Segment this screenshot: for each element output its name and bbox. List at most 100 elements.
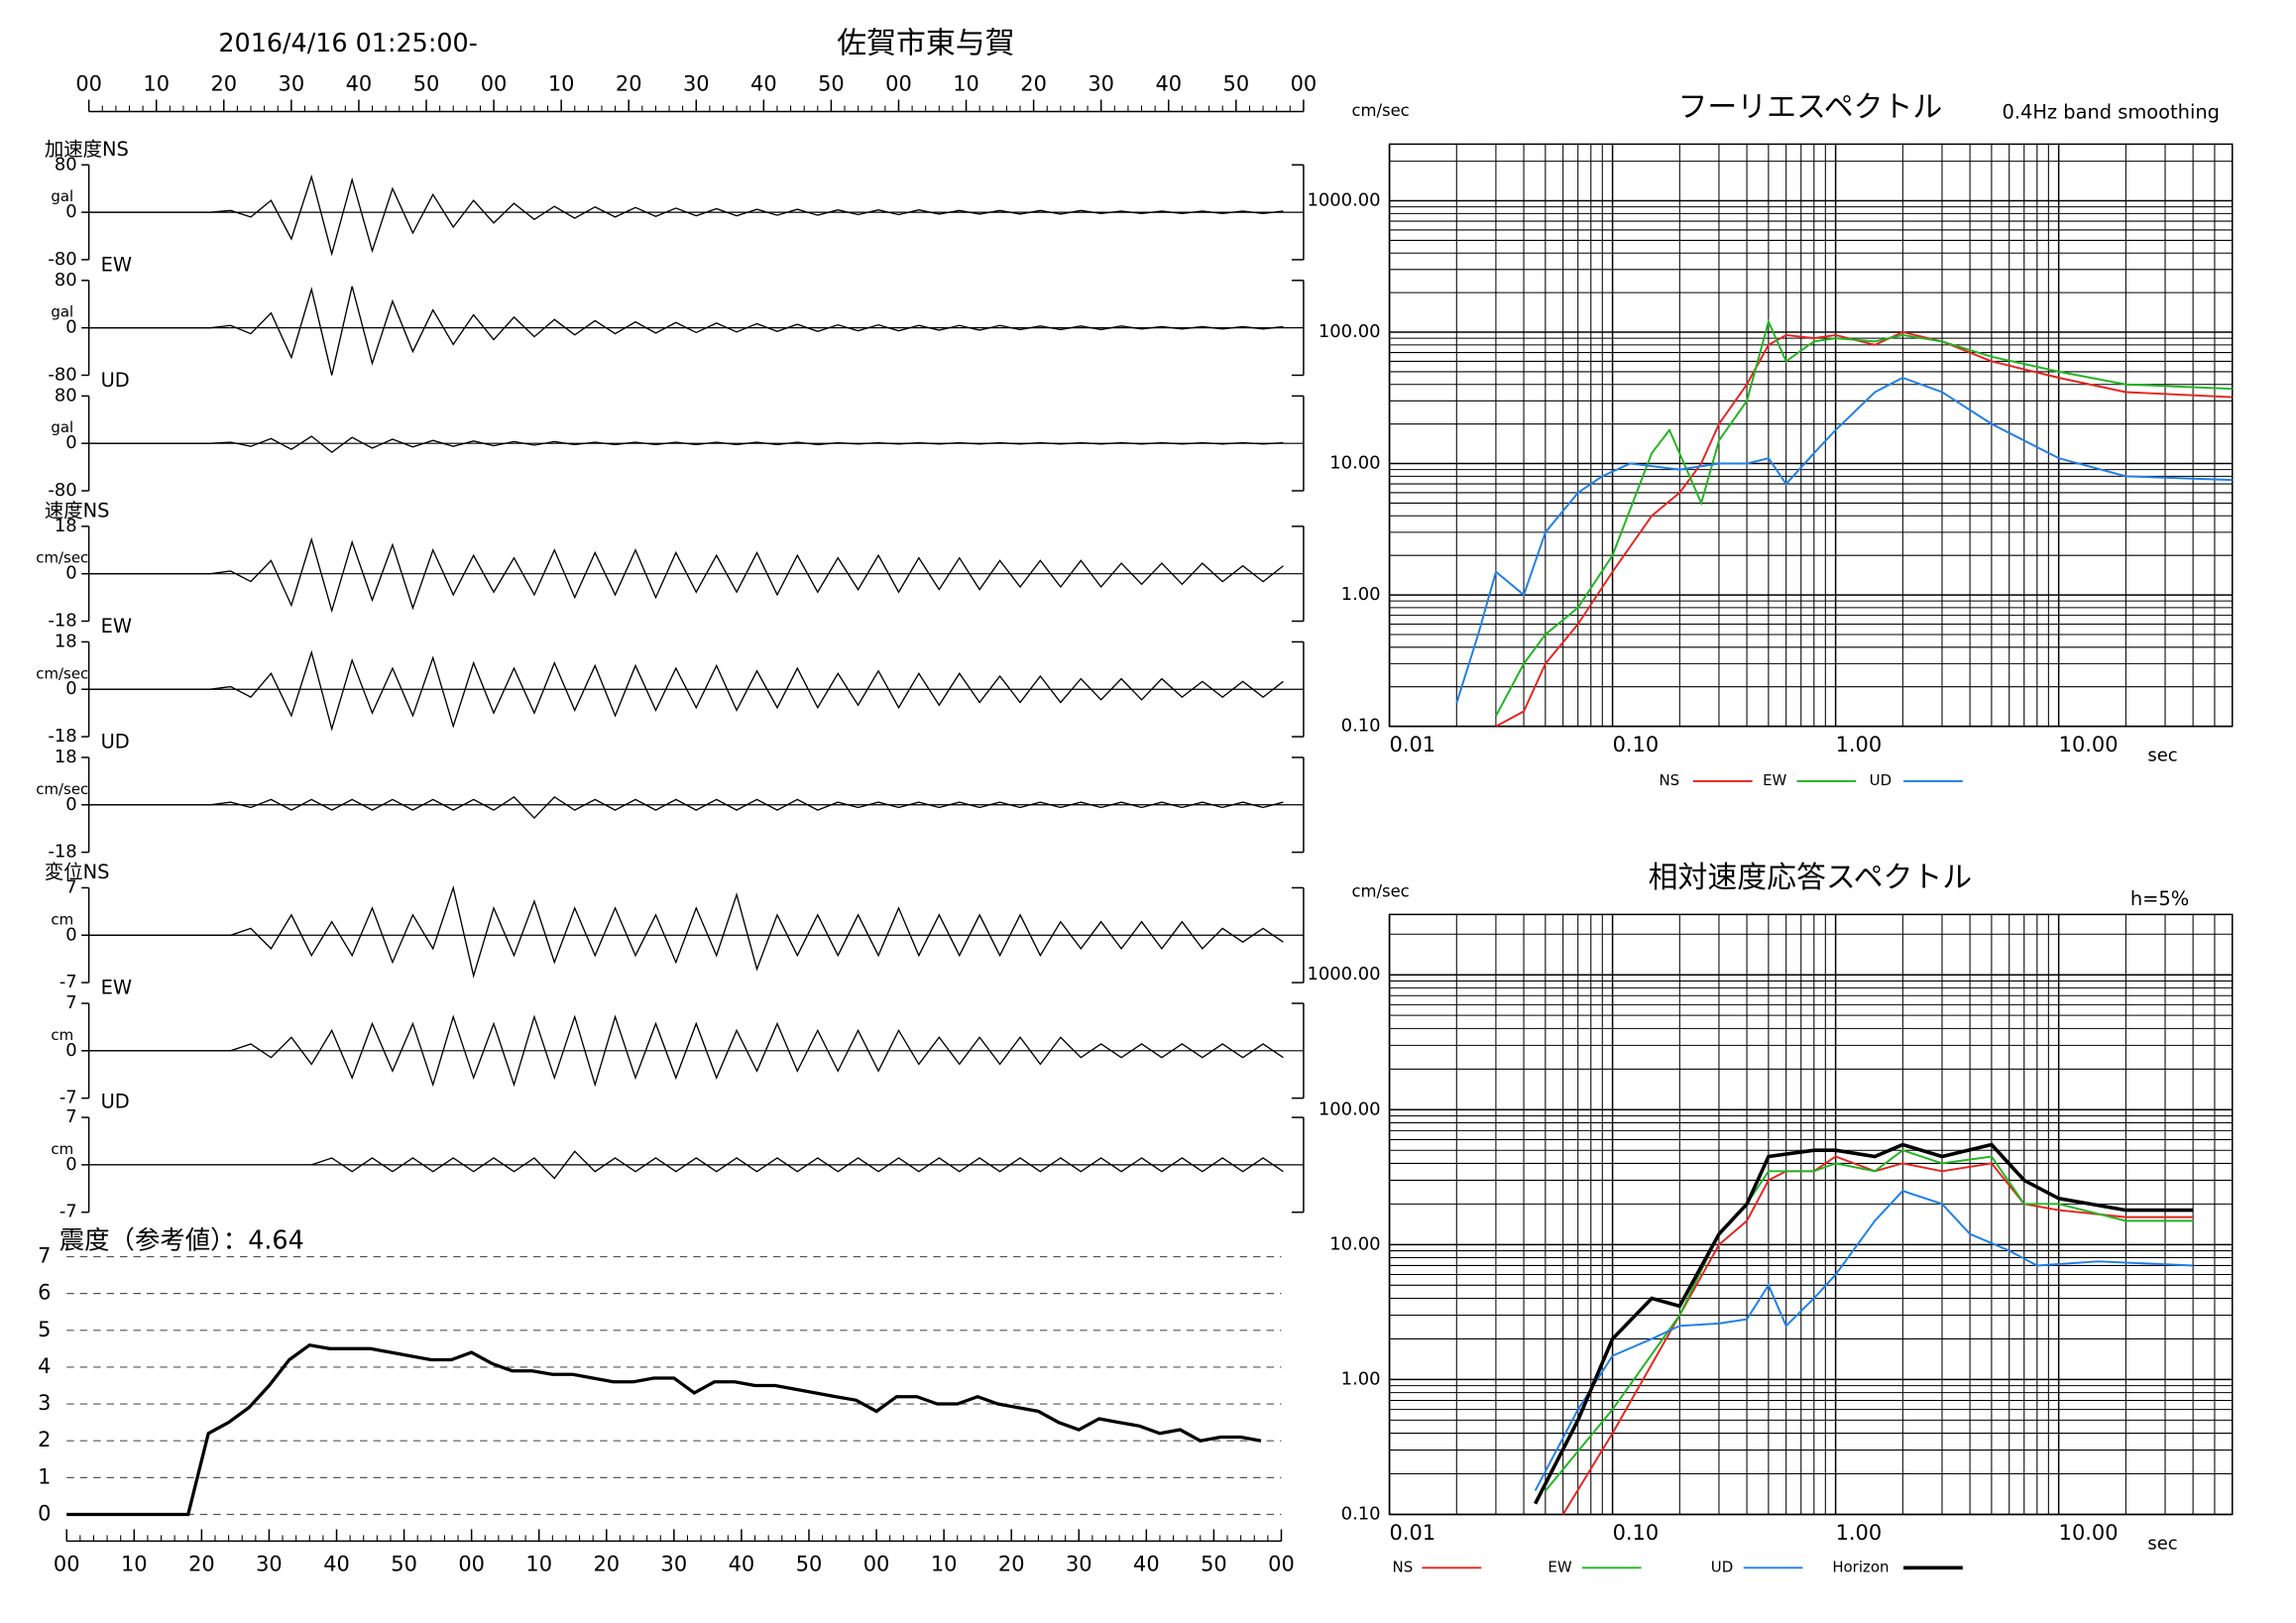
y-tick-label: 80 xyxy=(55,270,77,290)
waveform-line xyxy=(88,286,1284,376)
x-tick-label: 10 xyxy=(931,1552,958,1575)
x-tick-label: 30 xyxy=(661,1552,688,1575)
unit-label: cm xyxy=(51,1140,73,1158)
x-tick-label: 30 xyxy=(1066,1552,1092,1575)
y-tick-label: 1 xyxy=(38,1464,51,1488)
x-tick-label: 0.10 xyxy=(1613,1521,1660,1545)
y-tick-label: 10.00 xyxy=(1329,453,1380,474)
y-tick-label: 0 xyxy=(65,317,76,338)
series-label: 速度NS xyxy=(45,499,110,522)
y-tick-label: 0 xyxy=(65,1040,76,1061)
spectrum-line xyxy=(1561,1155,2194,1515)
x-tick-label: 20 xyxy=(1020,72,1047,96)
waveform-line xyxy=(88,174,1284,257)
x-unit: sec xyxy=(2147,745,2177,765)
unit-label: gal xyxy=(51,187,73,205)
series-label: UD xyxy=(101,731,130,754)
chart-title: フーリエスペクトル xyxy=(1678,90,1943,125)
x-tick-label: 50 xyxy=(796,1552,823,1575)
series-label: UD xyxy=(101,369,130,392)
x-unit: sec xyxy=(2147,1533,2177,1554)
x-tick-label: 0.01 xyxy=(1390,1521,1436,1545)
x-tick-label: 1.00 xyxy=(1836,1521,1883,1545)
y-tick-label: 0 xyxy=(65,924,76,945)
x-tick-label: 1.00 xyxy=(1836,733,1883,756)
y-tick-label: -18 xyxy=(48,610,76,631)
x-tick-label: 10 xyxy=(548,72,575,96)
x-tick-label: 30 xyxy=(279,72,305,96)
waveform-line xyxy=(88,1150,1284,1180)
y-tick-label: 18 xyxy=(55,747,77,767)
legend-label: EW xyxy=(1548,1558,1571,1575)
y-tick-label: -7 xyxy=(59,1202,77,1222)
chart-title: 佐賀市東与賀 xyxy=(837,27,1014,61)
x-tick-label: 50 xyxy=(1201,1552,1227,1575)
y-tick-label: 100.00 xyxy=(1319,321,1381,342)
series-label: EW xyxy=(101,977,132,999)
x-tick-label: 30 xyxy=(683,72,710,96)
chart-title: 相対速度応答スペクトル xyxy=(1649,861,1973,895)
title-label: 震度（参考値）： xyxy=(59,1225,248,1255)
header: 2016/4/16 01:25:00- xyxy=(218,28,477,58)
unit-label: gal xyxy=(51,303,73,321)
y-tick-label: -7 xyxy=(59,972,77,992)
series-label: EW xyxy=(101,615,132,638)
y-tick-label: 0.10 xyxy=(1341,716,1381,737)
x-tick-label: 50 xyxy=(1223,72,1250,96)
y-tick-label: 80 xyxy=(55,154,77,174)
waveform-line xyxy=(88,795,1284,820)
x-tick-label: 40 xyxy=(750,72,777,96)
y-tick-label: 0 xyxy=(65,432,76,453)
max-intensity: 4.64 xyxy=(248,1225,304,1255)
y-tick-label: 2 xyxy=(38,1428,51,1451)
y-tick-label: 1.00 xyxy=(1341,584,1381,605)
x-tick-label: 00 xyxy=(458,1552,485,1575)
waveform-line xyxy=(88,884,1284,979)
y-tick-label: 0 xyxy=(38,1501,51,1525)
series-label: EW xyxy=(101,253,132,276)
x-tick-label: 20 xyxy=(210,72,237,96)
x-tick-label: 00 xyxy=(1268,1552,1295,1575)
y-tick-label: -18 xyxy=(48,726,76,747)
legend-label: UD xyxy=(1870,771,1892,789)
y-tick-label: 18 xyxy=(55,631,77,651)
chart-title: 震度（参考値）：4.64 xyxy=(59,1225,304,1255)
x-tick-label: 0.10 xyxy=(1613,733,1660,756)
x-tick-label: 10 xyxy=(953,72,979,96)
chart-subtitle: h=5% xyxy=(2130,887,2189,910)
y-tick-label: 10.00 xyxy=(1329,1233,1380,1254)
series-label: UD xyxy=(101,1091,130,1113)
y-unit: cm/sec xyxy=(1351,101,1409,120)
plot-frame xyxy=(1388,143,2234,728)
y-tick-label: 4 xyxy=(38,1354,51,1378)
x-tick-label: 10.00 xyxy=(2059,1521,2119,1545)
unit-label: cm xyxy=(51,910,73,928)
x-tick-label: 00 xyxy=(1291,72,1318,96)
legend-label: UD xyxy=(1711,1558,1733,1575)
spectrum-line xyxy=(1495,318,2233,717)
y-tick-label: 0.10 xyxy=(1341,1503,1381,1524)
x-tick-label: 40 xyxy=(346,72,373,96)
x-tick-label: 50 xyxy=(413,72,440,96)
x-tick-label: 00 xyxy=(885,72,912,96)
intensity-line xyxy=(66,1342,1262,1517)
plot-frame xyxy=(1388,913,2234,1516)
x-tick-label: 10 xyxy=(143,72,170,96)
spectrum-line xyxy=(1455,376,2233,704)
y-tick-label: 100.00 xyxy=(1319,1099,1381,1119)
x-tick-label: 50 xyxy=(818,72,845,96)
x-tick-label: 40 xyxy=(323,1552,350,1575)
legend-label: NS xyxy=(1659,771,1679,789)
y-tick-label: 0 xyxy=(65,1154,76,1175)
y-tick-label: -80 xyxy=(48,249,76,270)
y-tick-label: 0 xyxy=(65,201,76,222)
y-tick-label: 7 xyxy=(38,1244,51,1268)
x-tick-label: 30 xyxy=(1088,72,1114,96)
x-tick-label: 00 xyxy=(75,72,102,96)
waveform-line xyxy=(88,536,1284,614)
y-tick-label: -7 xyxy=(59,1088,77,1108)
y-tick-label: -18 xyxy=(48,842,76,863)
x-tick-label: 10.00 xyxy=(2059,733,2119,756)
x-tick-label: 20 xyxy=(998,1552,1025,1575)
